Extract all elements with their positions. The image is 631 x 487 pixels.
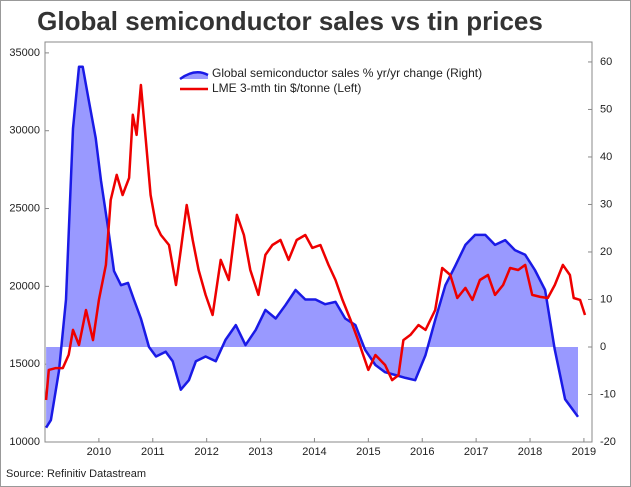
y-tick-label: 15000 [9,358,40,370]
x-tick-label: 2013 [248,446,272,458]
y-tick-label: 20000 [9,280,40,292]
x-tick-label: 2016 [410,446,434,458]
area [46,66,579,428]
chart-title: Global semiconductor sales vs tin prices [37,6,543,36]
y2-tick-label: 30 [600,198,612,210]
y2-tick-label: 0 [600,341,606,353]
source: Source: Refinitiv Datastream [6,468,146,480]
legend-swatch [179,71,209,81]
x-tick-label: 2018 [518,446,542,458]
y2-tick-label: -20 [600,436,616,448]
y-tick-label: 35000 [9,47,40,59]
legend-swatch [180,72,208,79]
y-tick-label: 25000 [9,202,40,214]
x-tick-label: 2014 [302,446,326,458]
y2-tick-label: 60 [600,56,612,68]
x-tick-label: 2019 [572,446,596,458]
x-tick-label: 2017 [464,446,488,458]
plot-frame [44,41,593,443]
y2-tick-label: 10 [600,293,612,305]
y2-tick-label: -10 [600,388,616,400]
legend-label: Global semiconductor sales % yr/yr chang… [212,66,482,80]
y-tick-label: 10000 [9,436,40,448]
x-tick-label: 2011 [141,446,165,458]
y-tick-label: 30000 [9,125,40,137]
x-tick-label: 2015 [356,446,380,458]
y2-tick-label: 50 [600,103,612,115]
x-tick-label: 2010 [87,446,111,458]
legend-label: LME 3-mth tin $/tonne (Left) [212,81,361,95]
y2-tick-label: 20 [600,246,612,258]
y2-tick-label: 40 [600,151,612,163]
line [44,83,587,401]
x-tick-label: 2012 [194,446,218,458]
